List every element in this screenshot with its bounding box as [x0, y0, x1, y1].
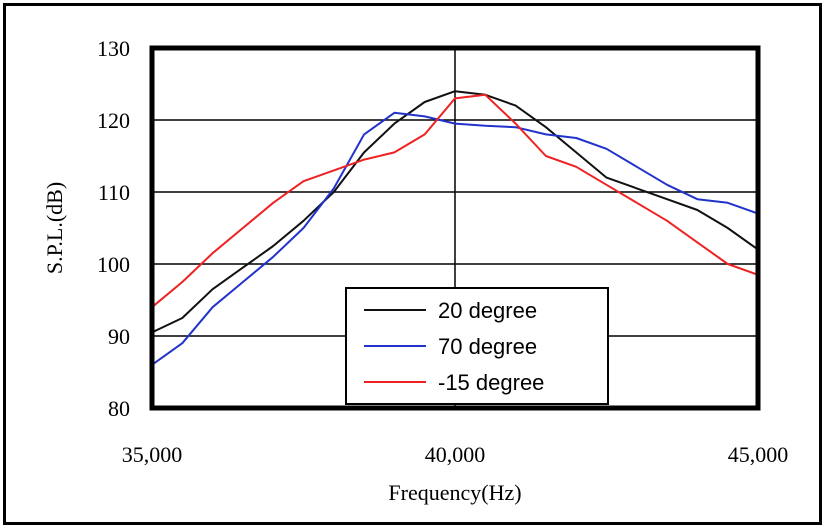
- grid-lines: [152, 48, 758, 408]
- y-tick-label: 130: [97, 36, 130, 61]
- y-axis-title: S.P.L.(dB): [42, 182, 67, 274]
- legend-label: 70 degree: [438, 334, 537, 359]
- x-tick-label: 45,000: [728, 442, 789, 467]
- legend: 20 degree 70 degree -15 degree: [345, 287, 609, 405]
- legend-label: 20 degree: [438, 298, 537, 323]
- series-line-3: [151, 93, 759, 308]
- legend-label: -15 degree: [438, 370, 544, 395]
- y-tick-label: 120: [97, 108, 130, 133]
- x-axis-title: Frequency(Hz): [388, 480, 521, 505]
- plot-area-border: [149, 45, 761, 411]
- y-tick-label: 80: [108, 396, 130, 421]
- legend-box: [345, 287, 609, 405]
- y-tick-label: 100: [97, 252, 130, 277]
- series-line-2: [151, 111, 759, 366]
- x-tick-labels: 35,000 40,000 45,000: [122, 442, 789, 467]
- series-line-1: [151, 90, 759, 334]
- y-tick-label: 110: [98, 180, 130, 205]
- series-lines: [151, 90, 759, 366]
- y-tick-label: 90: [108, 324, 130, 349]
- x-tick-label: 40,000: [425, 442, 486, 467]
- y-tick-labels: 80 90 100 110 120 130: [97, 36, 130, 421]
- x-tick-label: 35,000: [122, 442, 183, 467]
